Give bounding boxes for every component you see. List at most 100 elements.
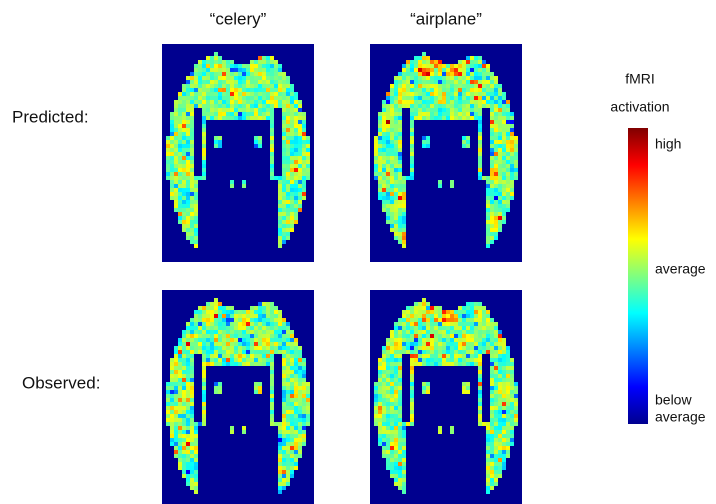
voxel	[422, 100, 426, 104]
voxel	[306, 394, 310, 398]
voxel	[306, 152, 310, 156]
voxel	[194, 430, 198, 434]
voxel	[378, 430, 382, 434]
voxel	[466, 60, 470, 64]
voxel	[406, 314, 410, 318]
voxel	[478, 148, 482, 152]
voxel	[394, 390, 398, 394]
voxel	[254, 88, 258, 92]
voxel	[502, 100, 506, 104]
voxel	[490, 350, 494, 354]
voxel	[410, 108, 414, 112]
voxel	[186, 168, 190, 172]
voxel	[198, 330, 202, 334]
voxel	[174, 402, 178, 406]
voxel	[222, 342, 226, 346]
voxel	[418, 60, 422, 64]
voxel	[278, 100, 282, 104]
voxel	[222, 80, 226, 84]
voxel	[290, 426, 294, 430]
voxel	[246, 314, 250, 318]
voxel	[374, 176, 378, 180]
voxel	[278, 180, 282, 184]
voxel	[290, 346, 294, 350]
voxel	[446, 322, 450, 326]
voxel	[198, 92, 202, 96]
voxel	[390, 434, 394, 438]
voxel	[474, 346, 478, 350]
voxel	[398, 108, 402, 112]
voxel	[398, 216, 402, 220]
voxel	[266, 362, 270, 366]
voxel	[274, 60, 278, 64]
voxel	[294, 196, 298, 200]
voxel	[274, 422, 278, 426]
voxel	[494, 172, 498, 176]
voxel	[434, 334, 438, 338]
voxel	[178, 462, 182, 466]
voxel	[182, 370, 186, 374]
voxel	[262, 100, 266, 104]
voxel	[514, 402, 518, 406]
voxel	[498, 446, 502, 450]
voxel	[186, 228, 190, 232]
voxel	[498, 144, 502, 148]
voxel	[278, 96, 282, 100]
voxel	[242, 330, 246, 334]
voxel	[486, 454, 490, 458]
voxel	[502, 124, 506, 128]
voxel	[254, 92, 258, 96]
voxel	[290, 366, 294, 370]
voxel	[286, 140, 290, 144]
voxel	[210, 314, 214, 318]
voxel	[194, 180, 198, 184]
voxel	[278, 200, 282, 204]
voxel	[254, 72, 258, 76]
voxel	[206, 338, 210, 342]
voxel	[398, 486, 402, 490]
voxel	[298, 370, 302, 374]
voxel	[458, 358, 462, 362]
voxel	[494, 438, 498, 442]
voxel	[478, 406, 482, 410]
voxel	[266, 64, 270, 68]
voxel	[474, 112, 478, 116]
voxel	[238, 354, 242, 358]
voxel	[482, 80, 486, 84]
voxel	[486, 318, 490, 322]
voxel	[170, 442, 174, 446]
voxel	[182, 434, 186, 438]
voxel	[502, 434, 506, 438]
voxel	[166, 140, 170, 144]
voxel	[418, 88, 422, 92]
voxel	[166, 382, 170, 386]
voxel	[246, 68, 250, 72]
voxel	[206, 104, 210, 108]
voxel	[294, 430, 298, 434]
voxel	[234, 68, 238, 72]
voxel	[234, 100, 238, 104]
voxel	[510, 390, 514, 394]
voxel	[390, 220, 394, 224]
voxel	[274, 64, 278, 68]
voxel	[398, 318, 402, 322]
voxel	[298, 402, 302, 406]
voxel	[386, 104, 390, 108]
voxel	[410, 92, 414, 96]
voxel	[306, 144, 310, 148]
voxel	[450, 334, 454, 338]
voxel	[418, 96, 422, 100]
voxel	[502, 128, 506, 132]
voxel	[450, 310, 454, 314]
voxel	[494, 466, 498, 470]
voxel	[206, 302, 210, 306]
voxel	[178, 152, 182, 156]
voxel	[438, 326, 442, 330]
voxel	[502, 418, 506, 422]
voxel	[174, 422, 178, 426]
voxel	[390, 438, 394, 442]
voxel	[282, 418, 286, 422]
voxel	[386, 124, 390, 128]
voxel	[418, 322, 422, 326]
voxel	[286, 168, 290, 172]
